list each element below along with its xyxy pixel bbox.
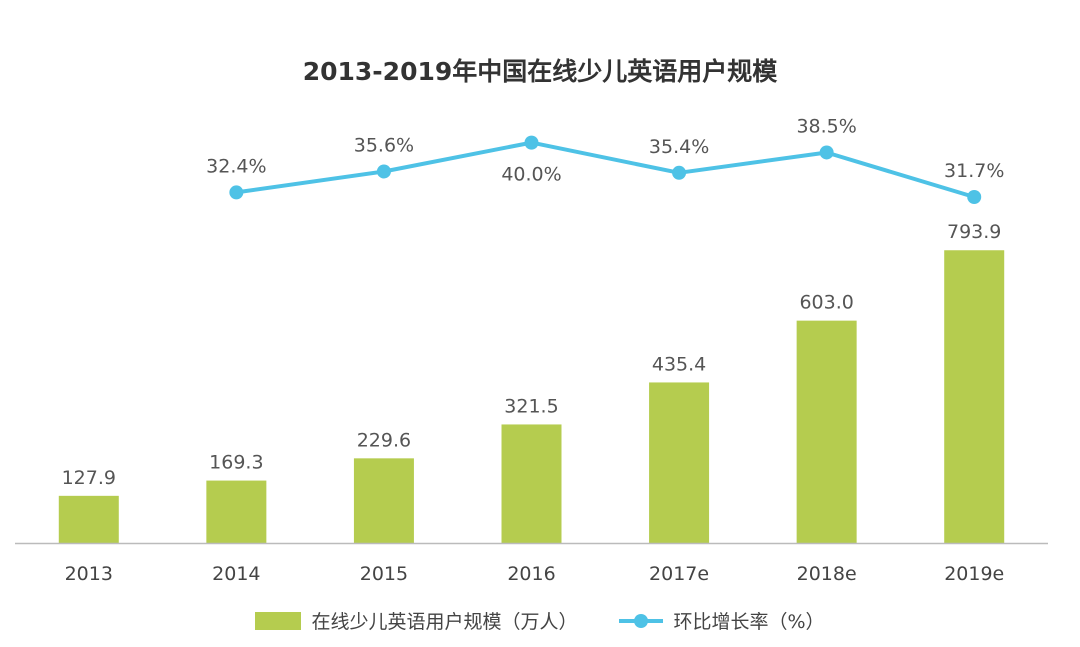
legend-item-bar: 在线少儿英语用户规模（万人）	[255, 607, 577, 634]
growth-point-1	[229, 185, 244, 200]
bar-value-label-6: 793.9	[947, 221, 1001, 243]
bar-value-label-4: 435.4	[652, 353, 706, 375]
growth-label-1: 32.4%	[206, 155, 266, 177]
bar-value-label-5: 603.0	[799, 292, 853, 314]
x-tick-label-1: 2014	[212, 563, 260, 585]
growth-line	[236, 140, 975, 199]
bar-4	[649, 382, 710, 543]
growth-label-2: 35.6%	[354, 134, 414, 156]
legend-bar-swatch	[255, 611, 302, 630]
growth-point-2	[376, 164, 391, 179]
growth-label-4: 35.4%	[649, 136, 709, 158]
x-tick-label-4: 2017e	[649, 563, 709, 585]
legend-line-label: 环比增长率（%）	[673, 611, 825, 633]
x-tick-label-5: 2018e	[797, 563, 857, 585]
bar-value-label-0: 127.9	[62, 467, 116, 489]
legend-item-line: 环比增长率（%）	[619, 607, 825, 634]
legend-line-swatch	[619, 612, 664, 630]
bar-2	[353, 458, 414, 543]
growth-point-4	[672, 165, 687, 180]
legend-bar-label: 在线少儿英语用户规模（万人）	[311, 611, 578, 633]
bar-value-label-3: 321.5	[504, 395, 558, 417]
growth-point-6	[967, 190, 982, 204]
growth-label-6: 31.7%	[944, 160, 1004, 182]
bar-3	[501, 424, 562, 543]
bar-5	[796, 320, 857, 543]
growth-label-3: 40.0%	[501, 164, 561, 186]
x-tick-label-0: 2013	[65, 563, 113, 585]
chart-title: 2013-2019年中国在线少儿英语用户规模	[302, 57, 778, 86]
x-tick-label-6: 2019e	[944, 563, 1004, 585]
bar-6	[944, 250, 1005, 543]
x-tick-label-3: 2016	[507, 563, 555, 585]
growth-point-3	[524, 135, 539, 150]
bar-1	[206, 480, 267, 543]
bar-value-label-2: 229.6	[357, 429, 411, 451]
x-tick-label-2: 2015	[360, 563, 408, 585]
growth-label-5: 38.5%	[796, 115, 856, 137]
growth-point-5	[819, 145, 834, 160]
legend: 在线少儿英语用户规模（万人） 环比增长率（%）	[0, 607, 1080, 634]
bar-value-label-1: 169.3	[209, 452, 263, 474]
bar-0	[58, 495, 119, 543]
